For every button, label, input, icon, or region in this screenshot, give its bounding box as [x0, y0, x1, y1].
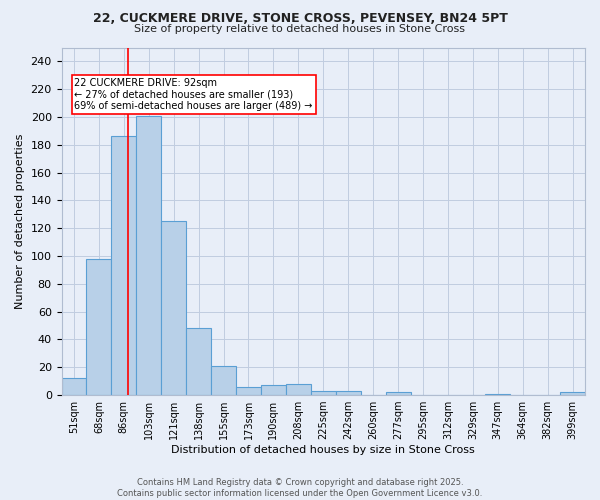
Text: Size of property relative to detached houses in Stone Cross: Size of property relative to detached ho… [134, 24, 466, 34]
Bar [485, 394, 510, 395]
Bar [161, 222, 186, 395]
Y-axis label: Number of detached properties: Number of detached properties [15, 134, 25, 309]
Bar [261, 386, 286, 395]
Bar [336, 391, 361, 395]
Text: Contains HM Land Registry data © Crown copyright and database right 2025.
Contai: Contains HM Land Registry data © Crown c… [118, 478, 482, 498]
Text: 22, CUCKMERE DRIVE, STONE CROSS, PEVENSEY, BN24 5PT: 22, CUCKMERE DRIVE, STONE CROSS, PEVENSE… [92, 12, 508, 26]
Bar [211, 366, 236, 395]
Bar [86, 259, 112, 395]
Bar [311, 391, 336, 395]
Bar [236, 386, 261, 395]
Bar [62, 378, 86, 395]
Bar [560, 392, 585, 395]
Text: 22 CUCKMERE DRIVE: 92sqm
← 27% of detached houses are smaller (193)
69% of semi-: 22 CUCKMERE DRIVE: 92sqm ← 27% of detach… [74, 78, 313, 112]
X-axis label: Distribution of detached houses by size in Stone Cross: Distribution of detached houses by size … [172, 445, 475, 455]
Bar [286, 384, 311, 395]
Bar [186, 328, 211, 395]
Bar [386, 392, 410, 395]
Bar [136, 116, 161, 395]
Bar [112, 136, 136, 395]
